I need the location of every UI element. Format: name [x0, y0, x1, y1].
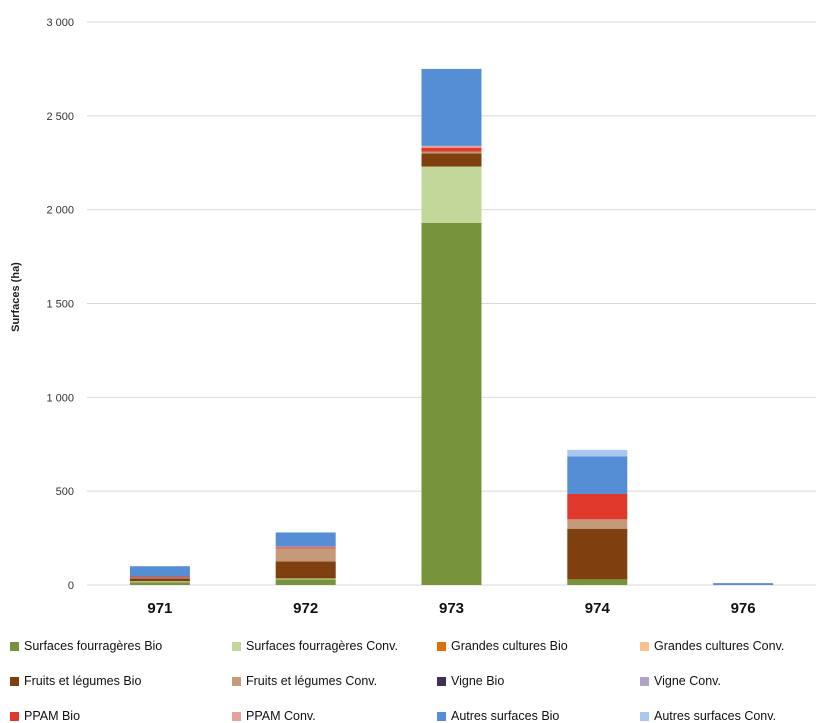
bar-segment	[129, 582, 190, 585]
y-tick-label: 2 500	[46, 111, 74, 123]
legend-label: Vigne Conv.	[654, 674, 721, 688]
bar-segment	[567, 456, 628, 494]
bar-segment	[129, 577, 190, 579]
bar-segment	[421, 166, 482, 223]
legend-swatch	[437, 641, 446, 651]
bar-segment	[275, 578, 336, 580]
legend-label: Grandes cultures Bio	[451, 639, 568, 653]
legend-item: Surfaces fourragères Conv.	[232, 639, 398, 653]
x-tick-label: 971	[147, 600, 172, 617]
y-axis-title: Surfaces (ha)	[10, 262, 22, 332]
legend-item: Surfaces fourragères Bio	[10, 639, 162, 653]
legend-swatch	[640, 641, 649, 651]
legend-swatch	[437, 676, 446, 686]
bar-segment	[567, 528, 628, 580]
bars	[129, 68, 774, 585]
y-tick-label: 1 500	[46, 299, 74, 311]
y-tick-label: 500	[56, 486, 74, 498]
legend-swatch	[10, 641, 19, 651]
legend-label: Autres surfaces Bio	[451, 709, 560, 723]
bar-segment	[421, 145, 482, 148]
bar-segment	[421, 222, 482, 585]
legend-label: Grandes cultures Conv.	[654, 639, 785, 653]
bar-segment	[567, 493, 628, 520]
bar-stack-976	[713, 583, 774, 585]
legend-label: PPAM Conv.	[246, 709, 316, 723]
x-axis-ticks: 971 972 973 974 976	[147, 600, 755, 617]
legend-label: Autres surfaces Conv.	[654, 709, 777, 723]
legend-swatch	[10, 711, 19, 721]
y-tick-label: 1 000	[46, 392, 74, 404]
legend-item: Vigne Bio	[437, 674, 504, 688]
legend-swatch	[232, 676, 241, 686]
bar-segment	[275, 546, 336, 548]
legend-swatch	[437, 711, 446, 721]
legend-item: PPAM Conv.	[232, 709, 316, 723]
bar-stack-973	[421, 68, 482, 585]
legend-item: Vigne Conv.	[640, 674, 721, 688]
bar-segment	[275, 579, 336, 585]
legend-swatch	[232, 711, 241, 721]
bar-segment	[275, 532, 336, 547]
bar-segment	[567, 519, 628, 529]
legend-label: Vigne Bio	[451, 674, 505, 688]
legend-item: PPAM Bio	[10, 709, 80, 723]
legend-label: Fruits et légumes Conv.	[246, 674, 378, 688]
bar-segment	[421, 68, 482, 146]
bar-stack-971	[129, 566, 190, 585]
legend-item: Autres surfaces Conv.	[640, 709, 776, 723]
legend-label: Fruits et légumes Bio	[24, 674, 142, 688]
y-tick-label: 2 000	[46, 205, 74, 217]
legend: Surfaces fourragères Bio Surfaces fourrag…	[0, 632, 825, 723]
legend-swatch	[640, 711, 649, 721]
x-tick-label: 973	[439, 600, 464, 617]
y-tick-label: 3 000	[46, 17, 74, 29]
bar-segment	[713, 583, 774, 585]
legend-swatch	[232, 641, 241, 651]
y-axis-ticks: 0 500 1 000 1 500 2 000 2 500 3 000	[46, 17, 74, 592]
legend-item: Grandes cultures Conv.	[640, 639, 784, 653]
legend-label: PPAM Bio	[24, 709, 81, 723]
bar-segment	[129, 578, 190, 582]
bar-stack-974	[567, 449, 628, 585]
legend-label: Surfaces fourragères Bio	[24, 639, 163, 653]
legend-item: Fruits et légumes Bio	[10, 674, 141, 688]
legend-item: Grandes cultures Bio	[437, 639, 568, 653]
x-tick-label: 972	[293, 600, 318, 617]
bar-segment	[129, 566, 190, 577]
bar-segment	[275, 561, 336, 579]
legend-label: Surfaces fourragères Conv.	[246, 639, 398, 653]
bar-segment	[275, 548, 336, 562]
bar-stack-972	[275, 532, 336, 585]
bar-segment	[275, 547, 336, 549]
x-tick-label: 976	[731, 600, 756, 617]
bar-segment	[421, 147, 482, 152]
bar-segment	[421, 153, 482, 167]
bar-segment	[421, 151, 482, 154]
x-tick-label: 974	[585, 600, 611, 617]
bar-segment	[567, 449, 628, 457]
legend-swatch	[10, 676, 19, 686]
legend-item: Fruits et légumes Conv.	[232, 674, 377, 688]
bar-segment	[567, 579, 628, 585]
legend-item: Autres surfaces Bio	[437, 709, 559, 723]
bar-segment	[129, 576, 190, 578]
bar-segment	[129, 581, 190, 583]
y-tick-label: 0	[68, 580, 74, 592]
legend-swatch	[640, 676, 649, 686]
